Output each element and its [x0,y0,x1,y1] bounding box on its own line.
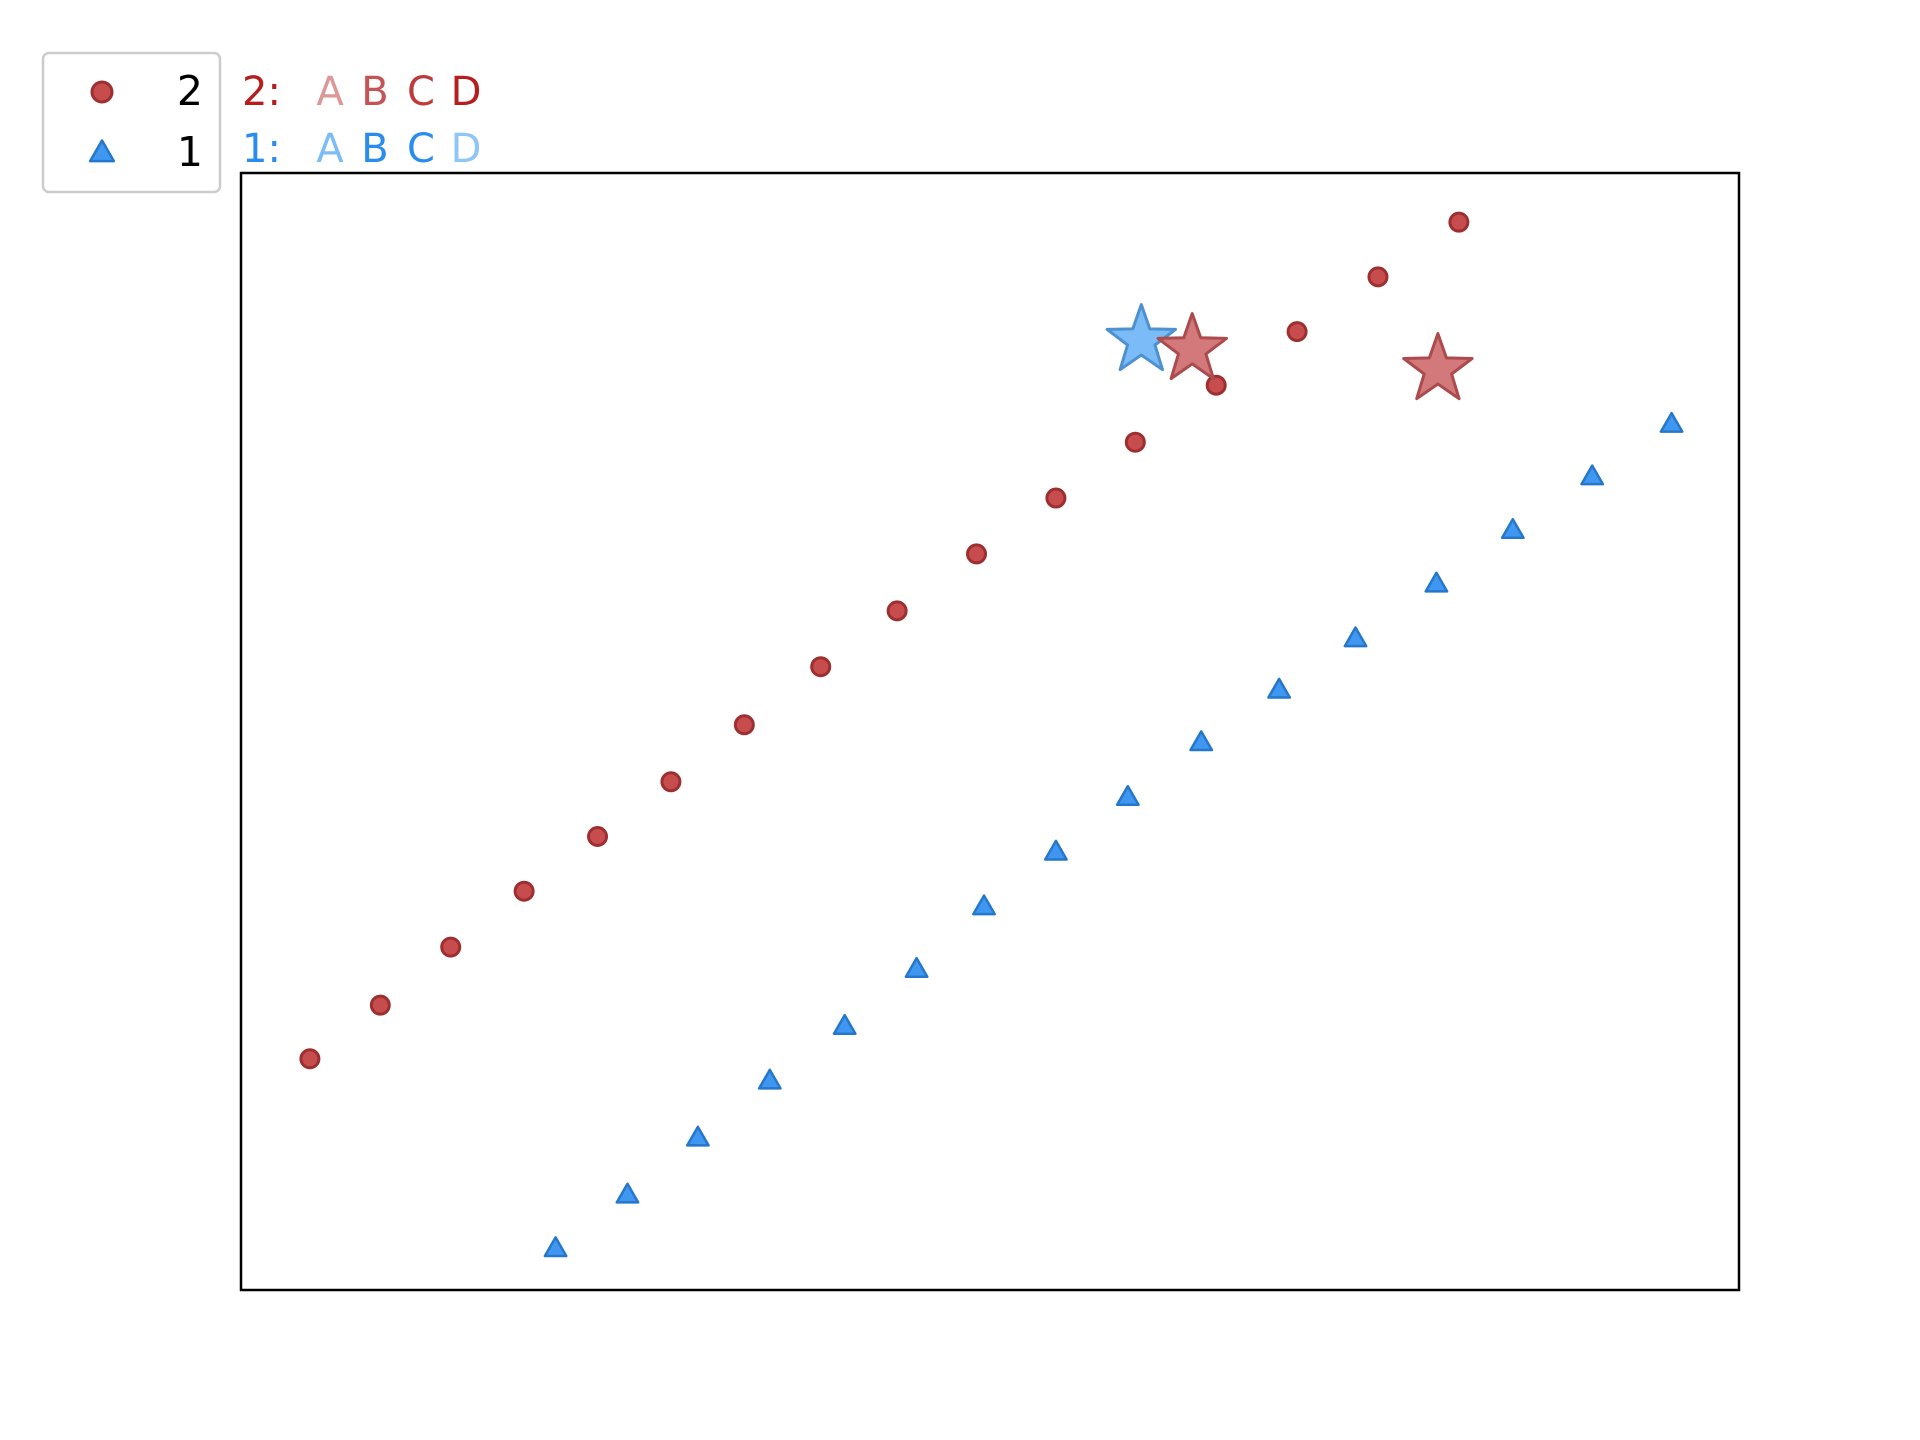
data-point-series-1 [1267,677,1292,699]
data-point-series-1 [1500,517,1525,540]
data-point-series-2 [966,543,988,565]
data-point-series-2 [1205,374,1227,396]
data-point-series-2 [660,771,682,793]
data-point-series-1 [1115,784,1140,806]
data-point-series-2 [1286,321,1308,343]
data-point-series-1 [1043,839,1068,861]
data-point-series-1 [757,1068,782,1090]
annotation-letter: B [361,69,388,115]
data-point-series-2 [299,1048,321,1070]
data-point-series-1 [1424,571,1449,593]
data-point-series-2 [587,825,609,847]
data-point-series-1 [1343,626,1368,648]
data-point-series-1 [1580,464,1605,486]
data-point-series-2 [810,656,832,678]
highlight-star-series-2 [1402,332,1474,401]
legend-marker-1 [88,139,116,163]
data-point-series-2 [1367,266,1389,288]
data-point-series-2 [440,936,462,958]
data-point-series-1 [543,1236,568,1258]
data-point-series-1 [615,1182,640,1204]
legend: 21 [41,51,222,194]
data-point-series-2 [886,600,908,622]
data-point-series-1 [832,1013,857,1035]
data-point-series-1 [972,894,996,916]
data-point-series-1 [1659,411,1684,433]
annotation-letter: A [316,126,344,172]
data-point-series-2 [369,994,391,1016]
legend-box [41,51,222,194]
annotation-row-label: 2: [242,69,281,115]
annotation-letter: D [451,69,482,115]
legend-marker-2 [90,80,114,104]
annotation-letter: C [407,126,435,172]
data-point-series-2 [1045,487,1067,509]
highlight-star-series-1 [1105,303,1177,372]
data-point-series-2 [733,714,755,736]
data-point-series-2 [513,880,535,902]
points-layer [299,211,1684,1258]
annotation-letter: B [361,126,388,172]
plot-frame [239,171,1741,1292]
data-point-series-2 [1124,431,1146,453]
annotation-letter: C [407,69,435,115]
annotation-letter: D [451,126,482,172]
annotation-rows: 2: A B C D 1: A B C D [242,69,481,172]
legend-entries: 21 [88,67,203,176]
legend-label: 1 [177,128,203,176]
annotation-letter: A [316,69,344,115]
data-point-series-1 [1189,730,1214,752]
data-point-series-1 [685,1125,710,1147]
data-point-series-1 [904,956,929,978]
data-point-series-2 [1448,211,1470,233]
annotation-row-label: 1: [242,126,281,172]
highlight-star-series-2 [1156,312,1228,381]
legend-label: 2 [177,67,203,115]
highlight-stars-layer [1105,303,1474,401]
